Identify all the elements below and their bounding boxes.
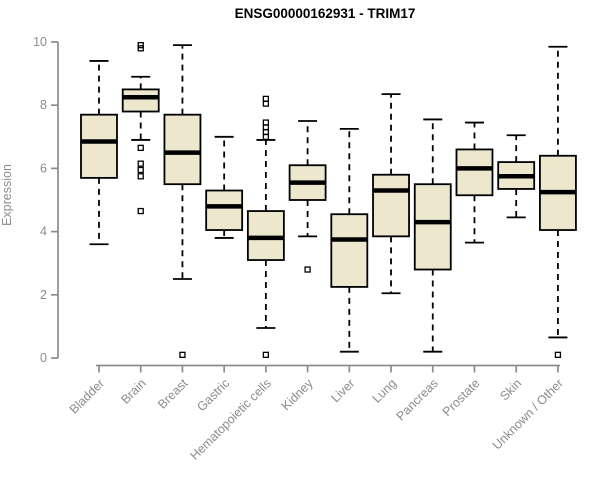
box-skin: [497, 134, 536, 219]
y-tick-label: 0: [40, 351, 47, 365]
x-tick-label: Hematopoietic cells: [187, 376, 274, 463]
box-pancreas: [413, 118, 452, 353]
x-tick-label: Bladder: [67, 376, 107, 416]
x-tick-label: Prostate: [440, 376, 483, 419]
y-tick-label: 10: [33, 35, 47, 49]
box-liver: [330, 127, 369, 353]
box-hematopoietic-cells: [246, 95, 285, 358]
y-tick-label: 2: [40, 288, 47, 302]
outlier-point: [137, 207, 144, 215]
outlier-point: [262, 351, 270, 358]
outlier-point: [554, 351, 562, 358]
iqr-box: [246, 210, 285, 261]
box-breast: [163, 44, 202, 358]
outlier-point: [304, 266, 311, 273]
box-gastric: [205, 135, 244, 239]
box-prostate: [455, 121, 494, 244]
iqr-box: [121, 88, 160, 113]
x-tick-label: Unknown / Other: [490, 376, 566, 452]
y-tick-label: 6: [40, 161, 47, 175]
outlier-point: [137, 42, 144, 49]
x-tick-label: Gastric: [194, 376, 232, 414]
outlier-point: [137, 160, 144, 167]
iqr-box: [413, 183, 452, 271]
box-bladder: [80, 60, 118, 246]
iqr-box: [372, 173, 410, 238]
x-tick-label: Breast: [155, 376, 191, 412]
iqr-box: [455, 148, 494, 197]
box-unknown-other: [539, 45, 577, 358]
iqr-box: [163, 113, 202, 186]
y-tick-label: 4: [40, 225, 47, 239]
outlier-point: [137, 45, 144, 52]
x-tick-label: Skin: [497, 376, 524, 403]
outlier-point: [262, 100, 270, 107]
box-brain: [121, 42, 160, 215]
iqr-box: [80, 113, 118, 179]
outlier-point: [179, 351, 186, 358]
iqr-box: [330, 213, 369, 288]
chart-title: ENSG00000162931 - TRIM17: [234, 6, 416, 21]
outlier-point: [137, 166, 144, 174]
box-kidney: [288, 120, 327, 273]
x-tick-label: Brain: [118, 376, 149, 407]
y-tick-label: 8: [40, 98, 47, 112]
x-tick-label: Liver: [328, 376, 357, 405]
outlier-point: [137, 144, 144, 152]
x-tick-label: Pancreas: [394, 376, 441, 423]
outlier-point: [137, 173, 144, 180]
outlier-point: [262, 133, 270, 140]
x-tick-label: Kidney: [279, 376, 316, 413]
iqr-box: [205, 189, 244, 231]
x-tick-label: Lung: [370, 376, 400, 406]
box-lung: [372, 93, 410, 295]
